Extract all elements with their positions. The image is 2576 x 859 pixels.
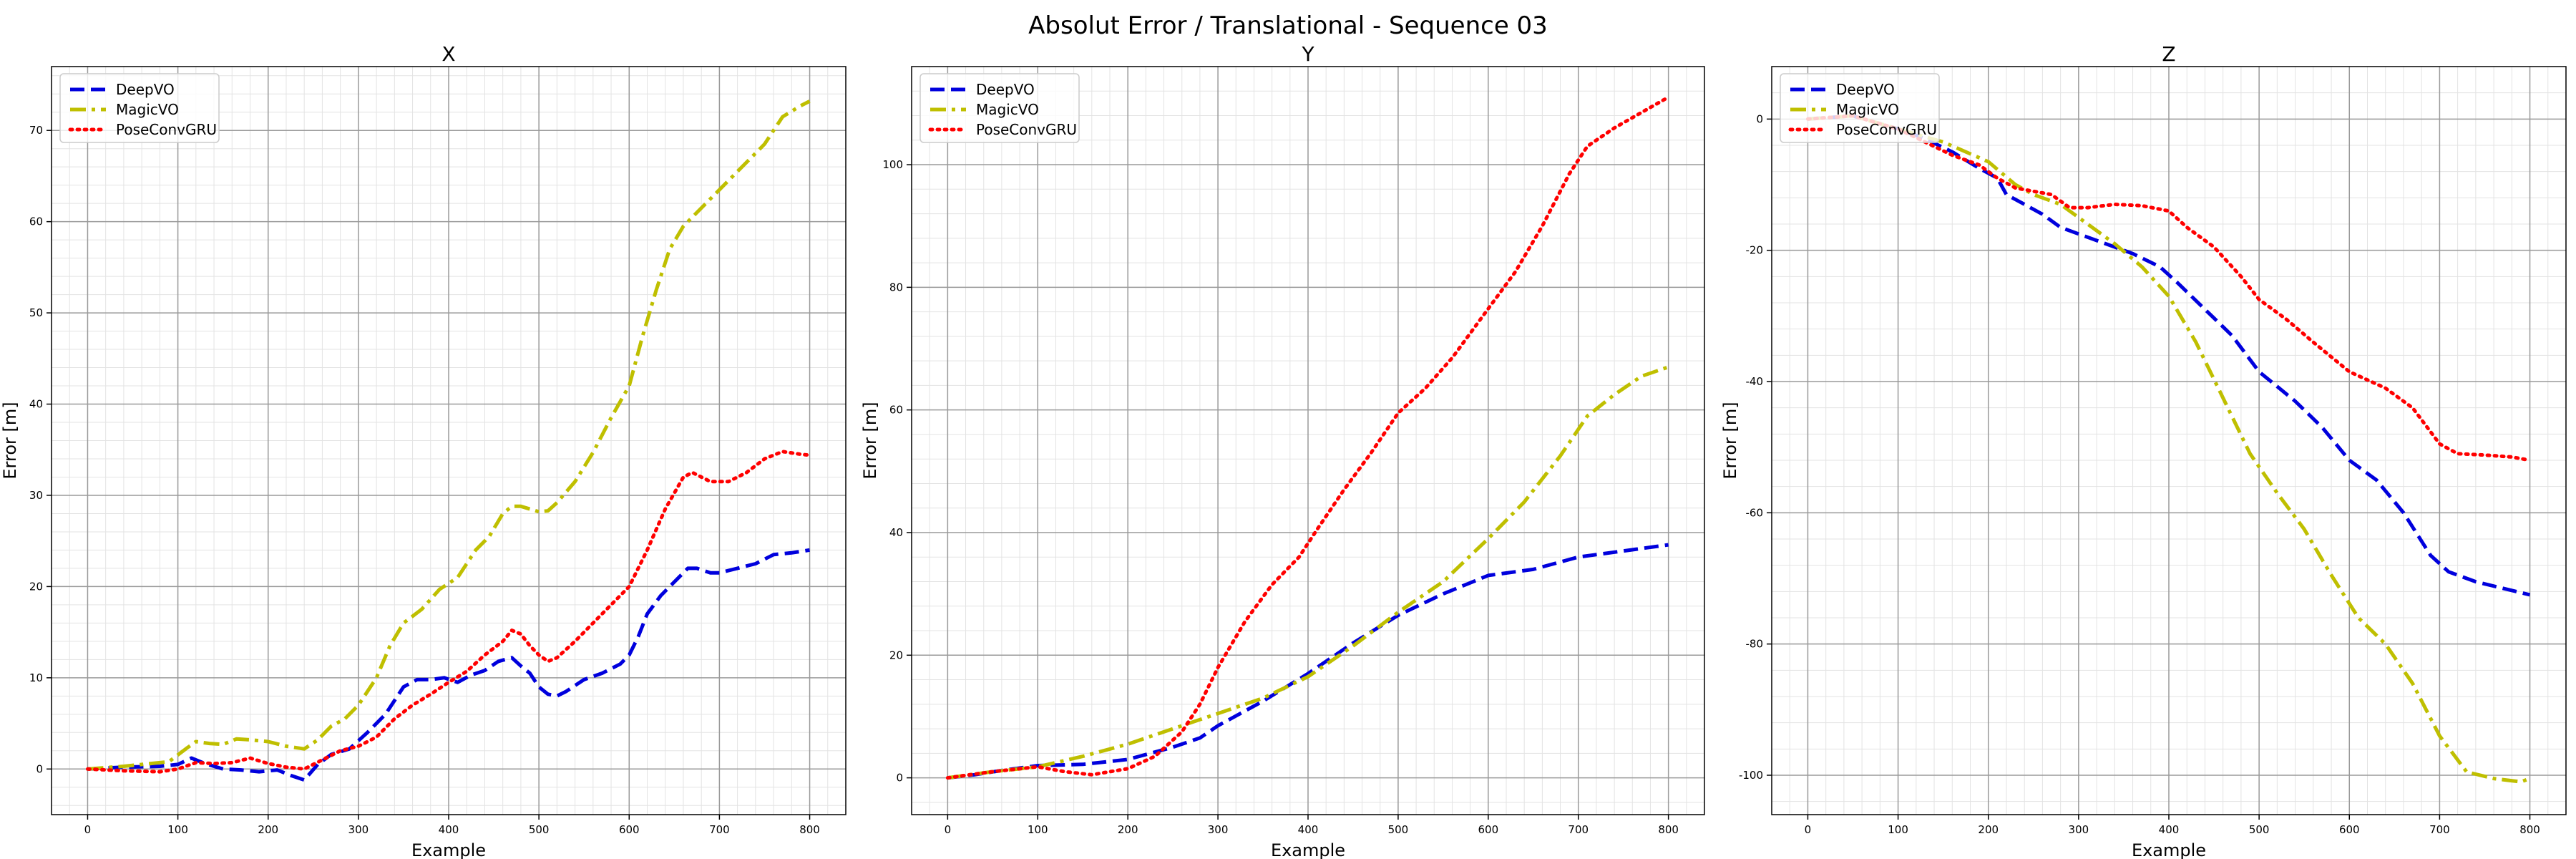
y-axis-label: Error [m] [860, 402, 880, 479]
x-tick-label: 600 [2339, 823, 2360, 836]
x-tick-label: 800 [1658, 823, 1679, 836]
legend-label-deepvo: DeepVO [976, 81, 1035, 98]
x-tick-label: 100 [1028, 823, 1048, 836]
legend-label-deepvo: DeepVO [116, 81, 175, 98]
legend-label-magicvo: MagicVO [976, 101, 1039, 118]
x-tick-label: 500 [1388, 823, 1409, 836]
x-tick-label: 700 [709, 823, 730, 836]
major-grid [912, 67, 1704, 815]
y-tick-label: 100 [882, 158, 903, 171]
y-tick-label: 10 [29, 671, 43, 684]
y-tick-label: 40 [29, 398, 43, 411]
y-tick-label: 60 [889, 404, 903, 417]
legend-label-poseconvgru: PoseConvGRU [116, 121, 217, 138]
x-tick-label: 0 [1805, 823, 1812, 836]
y-axis-label: Error [m] [0, 402, 20, 479]
panel-title: Y [1301, 42, 1314, 66]
figure-title: Absolut Error / Translational - Sequence… [1028, 11, 1548, 40]
x-tick-label: 400 [439, 823, 459, 836]
x-tick-label: 100 [167, 823, 188, 836]
y-tick-label: -40 [1746, 375, 1764, 388]
panel-title: X [441, 42, 455, 66]
x-tick-label: 700 [2429, 823, 2450, 836]
x-tick-label: 400 [1298, 823, 1319, 836]
legend-label-poseconvgru: PoseConvGRU [1836, 121, 1937, 138]
chart-panel-x: 0 100 200 300 400 500 600 700 800 0 10 20 30 40 50 60 70… [0, 42, 847, 859]
y-tick-label: -20 [1746, 244, 1764, 257]
y-tick-label: 50 [29, 306, 43, 319]
y-tick-label: 0 [896, 772, 903, 785]
y-tick-label: 30 [29, 489, 43, 502]
legend: DeepVO MagicVO PoseConvGRU [1780, 73, 1940, 143]
x-tick-label: 100 [1888, 823, 1908, 836]
y-tick-label: -100 [1739, 769, 1763, 782]
y-tick-label: -60 [1746, 506, 1764, 519]
y-tick-label: 80 [889, 281, 903, 293]
y-axis-label: Error [m] [1720, 402, 1740, 479]
x-tick-label: 500 [2249, 823, 2270, 836]
x-tick-label: 600 [619, 823, 640, 836]
panel-title: Z [2162, 42, 2175, 66]
series-line-poseconvgru [1806, 114, 2532, 462]
chart-panel-y: 0 100 200 300 400 500 600 700 800 0 20 40 60 80 100 Y Ex… [860, 42, 1705, 859]
series-line-poseconvgru [945, 95, 1671, 780]
legend-label-magicvo: MagicVO [1836, 101, 1899, 118]
series-line-magicvo [947, 365, 1669, 780]
y-tick-label: 20 [29, 580, 43, 593]
series-line-magicvo [87, 100, 811, 771]
y-tick-label: 0 [1756, 112, 1763, 125]
major-grid [52, 67, 846, 815]
y-tick-label: 40 [889, 526, 903, 539]
x-tick-label: 200 [1118, 823, 1138, 836]
major-grid [1772, 67, 2566, 815]
legend: DeepVO MagicVO PoseConvGRU [919, 73, 1080, 143]
x-tick-label: 800 [799, 823, 820, 836]
y-tick-label: 20 [889, 649, 903, 661]
x-tick-label: 200 [1978, 823, 1999, 836]
series-line-magicvo [1807, 114, 2531, 784]
x-tick-label: 400 [2159, 823, 2180, 836]
x-tick-label: 0 [945, 823, 952, 836]
chart-panel-z: 0 100 200 300 400 500 600 700 800 0 -20 -40 -60 -80 -1… [1720, 42, 2567, 859]
y-tick-label: 0 [36, 762, 43, 775]
legend-label-poseconvgru: PoseConvGRU [976, 121, 1077, 138]
x-tick-label: 300 [2069, 823, 2089, 836]
x-tick-label: 500 [529, 823, 550, 836]
x-axis-label: Example [411, 840, 486, 859]
legend: DeepVO MagicVO PoseConvGRU [59, 73, 220, 143]
series-line-poseconvgru [86, 450, 811, 774]
legend-label-deepvo: DeepVO [1836, 81, 1895, 98]
x-tick-label: 300 [348, 823, 369, 836]
x-tick-label: 0 [84, 823, 92, 836]
y-tick-label: 70 [29, 124, 43, 137]
y-tick-label: 60 [29, 215, 43, 228]
y-tick-label: -80 [1746, 638, 1764, 651]
x-axis-label: Example [1271, 840, 1345, 859]
series-line-deepvo [87, 548, 810, 782]
x-axis-label: Example [2132, 840, 2206, 859]
series-line-deepvo [947, 543, 1669, 780]
x-tick-label: 600 [1478, 823, 1498, 836]
x-tick-label: 800 [2519, 823, 2540, 836]
x-tick-label: 700 [1568, 823, 1589, 836]
x-tick-label: 300 [1208, 823, 1229, 836]
legend-label-magicvo: MagicVO [116, 101, 179, 118]
x-tick-label: 200 [258, 823, 278, 836]
